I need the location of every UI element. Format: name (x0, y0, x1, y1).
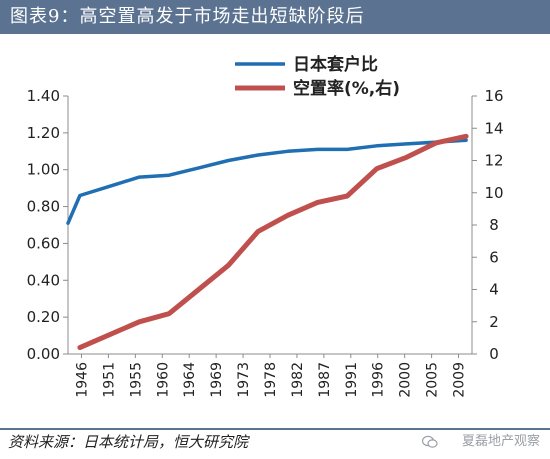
source-note: 资料来源：日本统计局，恒大研究院 (8, 433, 249, 451)
x-tick-label: 2005 (425, 362, 441, 398)
wechat-icon (422, 435, 438, 448)
series-line-vacancy-rate (77, 133, 469, 351)
x-tick-label: 1982 (290, 362, 306, 398)
right-tick-label: 6 (489, 248, 499, 266)
right-tick-label: 4 (489, 281, 499, 299)
left-tick-label: 1.00 (27, 161, 60, 179)
right-tick-label: 2 (489, 313, 499, 331)
x-tick-label: 2000 (398, 362, 414, 398)
x-tick-label: 2009 (452, 362, 468, 398)
dual-axis-line-chart: 0.00 0.20 0.40 0.60 0.80 1.00 1.20 1.40 0 2 4 6 8 10 1… (27, 54, 504, 398)
x-tick-label: 1951 (101, 362, 117, 398)
right-tick-label: 14 (484, 119, 503, 137)
x-tick-label: 1996 (371, 362, 387, 398)
x-tick-label: 1960 (155, 362, 171, 398)
x-tick-label: 1991 (344, 362, 360, 398)
left-tick-label: 0.80 (27, 198, 60, 216)
x-tick-label: 1978 (263, 362, 279, 398)
left-tick-label: 0.40 (27, 271, 60, 289)
left-tick-label: 1.40 (27, 87, 60, 105)
left-tick-label: 0.00 (27, 345, 60, 363)
right-tick-label: 16 (484, 87, 503, 105)
x-tick-label: 1969 (209, 362, 225, 398)
left-tick-label: 0.60 (27, 234, 60, 252)
chart-title: 图表9：高空置高发于市场走出短缺阶段后 (10, 6, 365, 27)
x-tick-label: 1964 (182, 362, 198, 398)
x-tick-label: 1946 (74, 362, 90, 398)
legend-label: 日本套户比 (293, 54, 378, 75)
right-tick-label: 8 (489, 216, 499, 234)
x-tick-label: 1973 (236, 362, 252, 398)
footer-divider (0, 428, 550, 430)
left-tick-label: 0.20 (27, 308, 60, 326)
title-bar: 图表9：高空置高发于市场走出短缺阶段后 (0, 0, 550, 34)
left-tick-label: 1.20 (27, 124, 60, 142)
legend-label: 空置率(%,右) (293, 78, 400, 99)
x-tick-label: 1987 (317, 362, 333, 398)
series-line-housing-ratio (66, 138, 468, 225)
right-tick-label: 12 (484, 152, 503, 170)
right-tick-label: 10 (484, 184, 503, 202)
x-tick-label: 1955 (128, 362, 144, 398)
right-tick-label: 0 (489, 345, 499, 363)
watermark: 夏磊地产观察 (461, 434, 540, 449)
